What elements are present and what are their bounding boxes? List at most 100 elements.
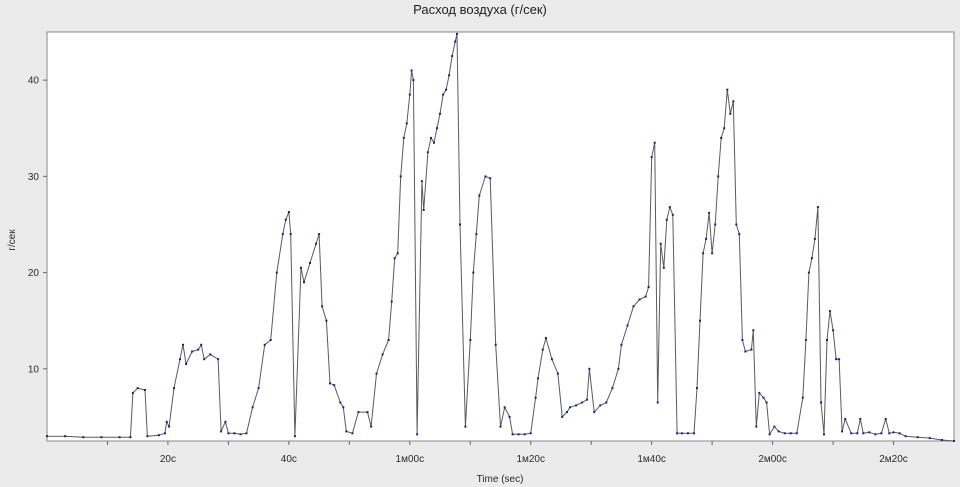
data-point: [593, 411, 596, 414]
data-point: [475, 233, 478, 236]
x-tick-label: 1м40c: [637, 454, 666, 465]
data-point: [620, 343, 623, 346]
data-point: [586, 398, 588, 401]
data-point: [233, 432, 236, 435]
data-point: [953, 440, 955, 442]
data-point: [517, 433, 520, 436]
data-point: [705, 237, 708, 240]
data-point: [454, 40, 457, 43]
data-point: [676, 432, 679, 435]
data-point: [729, 112, 732, 115]
data-point: [783, 432, 786, 435]
y-axis-title: г/сек: [7, 229, 18, 251]
chart-title: Расход воздуха (г/сек): [413, 2, 547, 17]
data-point: [281, 233, 284, 236]
data-point: [816, 206, 819, 209]
data-point: [433, 141, 435, 144]
plot-area: [46, 31, 955, 442]
data-point: [416, 433, 419, 436]
data-point: [220, 430, 223, 433]
data-point: [375, 372, 378, 375]
data-point: [537, 377, 539, 380]
data-point: [874, 433, 877, 436]
data-point: [203, 358, 206, 361]
data-point: [789, 432, 792, 435]
data-point: [293, 435, 296, 438]
data-point: [762, 396, 765, 399]
data-point: [556, 372, 559, 375]
data-point: [575, 404, 578, 407]
data-point: [321, 305, 324, 308]
data-point: [456, 32, 458, 35]
data-point: [656, 401, 659, 404]
data-point: [665, 218, 668, 221]
data-point: [650, 156, 653, 159]
data-point: [892, 431, 895, 434]
data-point: [884, 417, 887, 420]
data-point: [303, 281, 305, 284]
y-axis: 10 20 30 40: [28, 76, 47, 375]
y-tick-label: 40: [28, 76, 40, 87]
data-point: [856, 432, 859, 435]
data-point: [711, 252, 714, 255]
data-point: [408, 93, 411, 96]
data-point: [632, 305, 635, 308]
data-point: [617, 367, 620, 370]
data-point: [165, 420, 168, 423]
data-point: [245, 432, 248, 435]
data-point: [251, 406, 254, 409]
x-tick-label: 1м20c: [516, 454, 545, 465]
data-point: [773, 425, 776, 428]
y-tick-label: 30: [28, 172, 40, 183]
data-point: [489, 177, 492, 180]
data-point: [928, 437, 931, 440]
data-point: [696, 387, 698, 390]
data-point: [659, 242, 662, 245]
data-point: [859, 417, 862, 420]
data-point: [880, 432, 883, 435]
data-point: [381, 353, 384, 356]
data-point: [662, 266, 665, 269]
data-point: [561, 415, 564, 418]
data-point: [357, 411, 360, 414]
data-point: [752, 329, 755, 332]
data-point: [765, 401, 768, 404]
data-point: [370, 425, 373, 428]
data-point: [599, 404, 602, 407]
x-axis: 20c 40c 1м00c 1м20c 1м40c 2м00c 2м20c: [106, 441, 908, 465]
data-point: [345, 430, 348, 433]
y-tick-label: 20: [28, 268, 40, 279]
data-point: [835, 358, 838, 361]
data-point: [263, 343, 266, 346]
data-point: [647, 286, 650, 288]
data-point: [182, 343, 184, 346]
data-point: [750, 348, 753, 351]
y-tick-label: 10: [28, 364, 40, 375]
data-point: [807, 271, 810, 274]
data-point: [82, 436, 85, 439]
data-point: [708, 211, 711, 214]
data-point: [64, 435, 67, 438]
x-tick-label: 40c: [281, 454, 297, 465]
data-point: [399, 175, 402, 178]
data-point: [439, 112, 441, 115]
data-point: [693, 432, 695, 435]
data-point: [318, 233, 321, 236]
data-point: [795, 432, 798, 435]
data-point: [118, 436, 121, 439]
data-point: [300, 266, 302, 269]
data-point: [436, 127, 438, 130]
data-point: [309, 262, 311, 264]
data-point: [732, 100, 735, 103]
data-point: [129, 436, 132, 439]
data-point: [898, 432, 901, 435]
x-axis-title: Time (sec): [477, 474, 524, 485]
data-point: [841, 430, 844, 433]
data-point: [442, 93, 445, 96]
data-point: [838, 358, 841, 361]
data-point: [738, 233, 741, 236]
data-point: [529, 432, 532, 435]
data-point: [426, 151, 429, 154]
data-point: [550, 358, 553, 361]
data-point: [410, 69, 413, 72]
